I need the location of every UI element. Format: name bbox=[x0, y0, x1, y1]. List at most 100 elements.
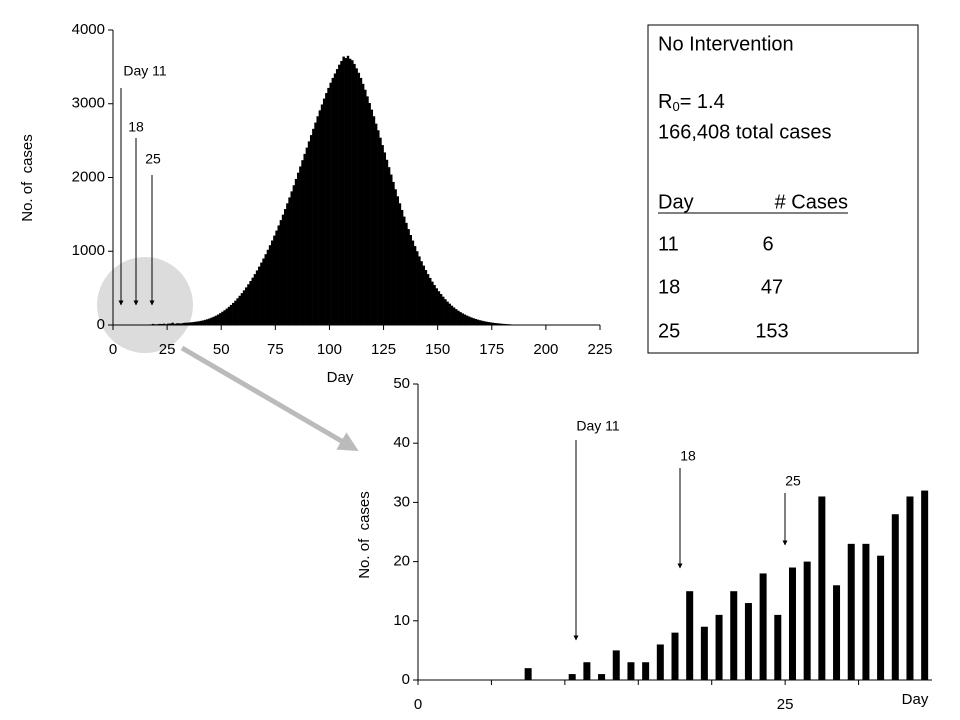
x-tick-label: 75 bbox=[267, 341, 284, 358]
x-tick-label: 150 bbox=[425, 341, 450, 358]
bar bbox=[331, 77, 335, 325]
bar bbox=[818, 496, 826, 680]
table-cell: 18 bbox=[658, 276, 680, 298]
bar bbox=[309, 135, 313, 325]
bar bbox=[223, 310, 226, 325]
bar bbox=[225, 308, 229, 325]
bar bbox=[322, 98, 326, 326]
bar bbox=[372, 116, 376, 325]
bar bbox=[190, 322, 194, 325]
bar bbox=[439, 294, 443, 325]
bar bbox=[656, 644, 664, 680]
zoom-arrow bbox=[180, 345, 359, 452]
bar bbox=[509, 324, 512, 325]
y-tick-label: 20 bbox=[393, 553, 410, 570]
bar bbox=[333, 73, 337, 325]
bar bbox=[500, 323, 503, 325]
bar bbox=[485, 321, 488, 325]
bar bbox=[344, 58, 348, 326]
table-cell: 47 bbox=[761, 276, 783, 298]
y-tick-label: 30 bbox=[393, 493, 410, 510]
bar bbox=[833, 585, 841, 680]
y-tick-label: 40 bbox=[393, 434, 410, 451]
annotation: Day 11 bbox=[576, 418, 620, 434]
y-tick-label: 10 bbox=[393, 612, 410, 629]
bar bbox=[441, 296, 445, 325]
bar bbox=[598, 674, 606, 680]
y-tick-label: 4000 bbox=[72, 21, 105, 38]
bar bbox=[470, 317, 473, 325]
bar bbox=[251, 277, 254, 325]
bar bbox=[480, 320, 484, 325]
bar bbox=[173, 323, 177, 325]
bar bbox=[642, 662, 650, 680]
bar bbox=[437, 291, 441, 325]
bar bbox=[379, 137, 382, 325]
bar bbox=[461, 313, 464, 325]
bar bbox=[431, 281, 434, 325]
bar bbox=[357, 72, 361, 326]
bar bbox=[370, 109, 374, 326]
bar bbox=[403, 216, 406, 325]
bar bbox=[201, 320, 205, 325]
bar bbox=[435, 288, 438, 325]
bar bbox=[489, 322, 493, 325]
bar bbox=[416, 251, 419, 325]
bar bbox=[279, 220, 283, 325]
bar bbox=[268, 245, 272, 325]
bar bbox=[208, 318, 211, 325]
bar bbox=[472, 318, 475, 325]
bar bbox=[177, 323, 181, 325]
r0-symbol: R bbox=[658, 91, 672, 113]
bar bbox=[381, 145, 384, 325]
bar bbox=[283, 209, 287, 325]
x-tick-label: 100 bbox=[317, 341, 342, 358]
bar bbox=[247, 284, 250, 325]
bar bbox=[214, 315, 218, 325]
bar bbox=[160, 324, 164, 325]
bar bbox=[467, 316, 471, 325]
bar bbox=[803, 561, 811, 680]
bar bbox=[338, 64, 341, 325]
r0-subscript: 0 bbox=[672, 99, 679, 114]
annotation: 18 bbox=[128, 119, 144, 135]
bar bbox=[496, 323, 499, 325]
bar bbox=[368, 103, 371, 325]
bar bbox=[286, 203, 289, 325]
annotation: 25 bbox=[785, 473, 801, 489]
bar bbox=[454, 309, 458, 325]
bar bbox=[498, 323, 501, 325]
bar bbox=[288, 197, 291, 325]
inset-chart: 0 10 20 30 40 50 0 25 No. of cases Day bbox=[356, 375, 932, 713]
x-tick-label: 200 bbox=[533, 341, 558, 358]
bar bbox=[448, 303, 451, 325]
bar bbox=[260, 262, 263, 325]
bar bbox=[387, 167, 391, 325]
table-cell: 25 bbox=[658, 320, 680, 342]
bar bbox=[301, 160, 304, 325]
bar bbox=[348, 58, 352, 325]
bar bbox=[318, 110, 322, 325]
bar bbox=[281, 214, 285, 325]
bar bbox=[351, 60, 354, 326]
x-tick-label: 125 bbox=[371, 341, 396, 358]
bar bbox=[327, 87, 330, 325]
bar bbox=[216, 314, 220, 325]
bar bbox=[730, 591, 738, 680]
y-axis-label: No. of cases bbox=[19, 134, 36, 222]
bar bbox=[290, 191, 293, 325]
bar bbox=[206, 319, 209, 325]
bar bbox=[355, 68, 358, 325]
x-tick-label: 0 bbox=[414, 696, 422, 713]
x-axis-label: Day bbox=[327, 369, 354, 386]
bar bbox=[424, 270, 428, 325]
bar bbox=[212, 316, 216, 325]
info-box: No Intervention R0= 1.4 166,408 total ca… bbox=[647, 24, 919, 354]
bar bbox=[236, 298, 239, 325]
bar bbox=[420, 261, 423, 325]
bar bbox=[182, 322, 185, 325]
scenario-title: No Intervention bbox=[658, 33, 794, 55]
bar bbox=[221, 311, 224, 325]
x-tick-label: 175 bbox=[479, 341, 504, 358]
bar bbox=[320, 104, 324, 325]
